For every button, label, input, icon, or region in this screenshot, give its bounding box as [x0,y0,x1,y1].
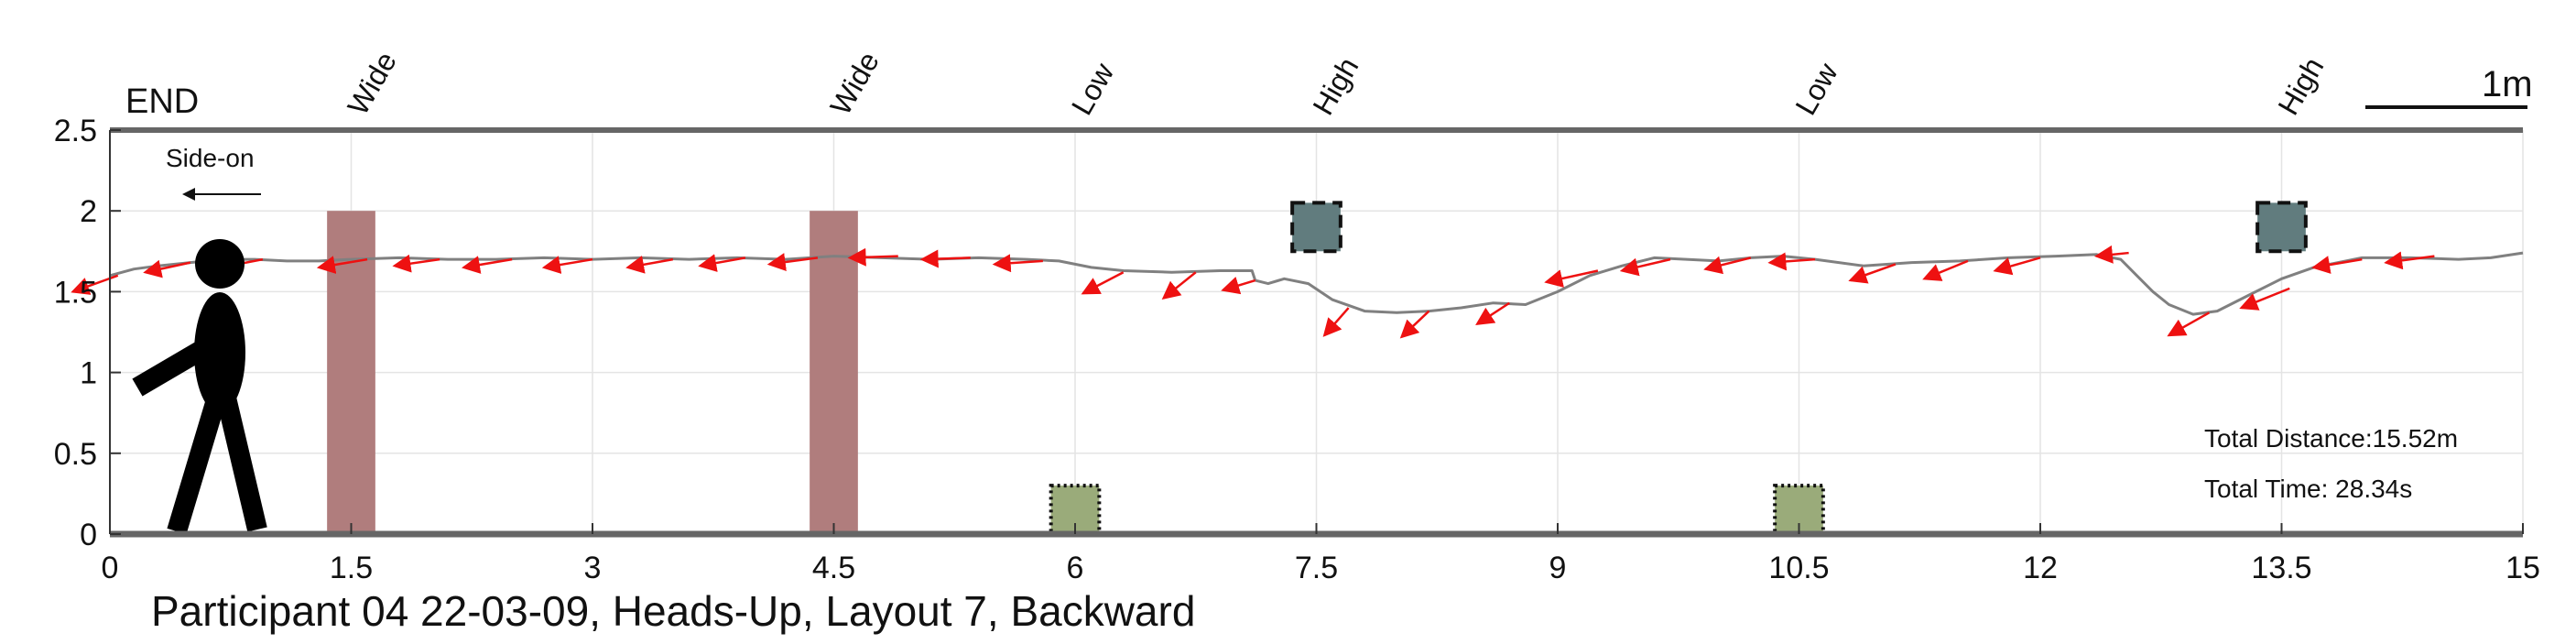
heading-arrow [698,254,746,272]
obstacle-label: Wide [823,46,886,120]
direction-label: Side-on [166,144,255,172]
heading-arrow [2093,245,2129,264]
heading-arrow [392,254,440,273]
y-tick-label: 1 [80,356,97,391]
obstacle-label: Wide [341,46,403,120]
obstacle-high [1290,201,1342,254]
x-tick-label: 15 [2505,551,2540,585]
total-distance-label: Total Distance:15.52m [2204,424,2458,453]
y-tick-label: 1.5 [54,275,97,310]
scale-bar-label: 1m [2482,64,2533,104]
x-tick-label: 9 [1549,551,1567,585]
heading-arrow [2384,251,2435,270]
heading-arrow [143,259,191,278]
heading-arrow [625,256,674,274]
heading-arrow [2167,311,2211,337]
heading-arrow [1922,259,1969,281]
y-tick-label: 0.5 [54,437,97,472]
heading-arrow [2239,287,2290,311]
heading-arrow [847,247,898,267]
y-tick-label: 2 [80,194,97,229]
heading-arrow [766,253,819,272]
heading-arrow [1322,307,1350,337]
heading-arrow [1221,277,1256,295]
x-tick-label: 13.5 [2251,551,2311,585]
heading-arrow [2311,256,2363,274]
heading-arrow [1767,252,1816,271]
x-tick-label: 3 [584,551,602,585]
x-tick-label: 0 [102,551,119,585]
y-tick-label: 0 [80,518,97,552]
heading-arrow [992,254,1043,273]
heading-arrow [1703,256,1752,275]
x-tick-label: 1.5 [330,551,373,585]
heading-arrow [541,256,593,274]
x-tick-label: 10.5 [1768,551,1829,585]
x-tick-label: 4.5 [812,551,855,585]
heading-arrow [1544,269,1599,288]
x-tick-label: 12 [2023,551,2058,585]
heading-arrow [1081,271,1125,295]
heading-arrow [1475,301,1510,326]
y-tick-label: 2.5 [54,114,97,148]
x-tick-label: 6 [1067,551,1084,585]
heading-arrow [1993,257,2041,276]
axes: 0 1.5 3 4.5 6 7.5 9 10.5 12 13.5 15 0 0.5 1 1.5 2 2.5 Wid… [54,46,2540,585]
end-label: END [125,82,199,121]
heading-arrow [1399,310,1430,339]
obstacle-label: Low [1065,57,1121,121]
obstacle-high [2255,201,2308,254]
obstacle-label: High [1306,52,1364,121]
heading-arrow [462,256,513,274]
heading-arrow [919,249,971,268]
obstacle-label: Low [1788,57,1844,121]
heading-arrow [316,256,368,274]
total-time-label: Total Time: 28.34s [2204,475,2412,503]
grid-lines [109,129,2524,535]
walker-figure [132,239,267,535]
x-tick-label: 7.5 [1295,551,1338,585]
heading-arrow [1161,271,1197,300]
path-line [109,251,2524,316]
direction-arrowhead [182,188,195,201]
heading-arrows [71,245,2435,339]
heading-arrow [1848,263,1897,284]
obstacles [327,201,2308,537]
heading-arrow [1619,257,1671,277]
walking-path [109,251,2524,316]
obstacle-label: High [2271,52,2330,121]
obstacle-wide [810,211,858,534]
chart-title: Participant 04 22-03-09, Heads-Up, Layou… [151,587,1196,635]
